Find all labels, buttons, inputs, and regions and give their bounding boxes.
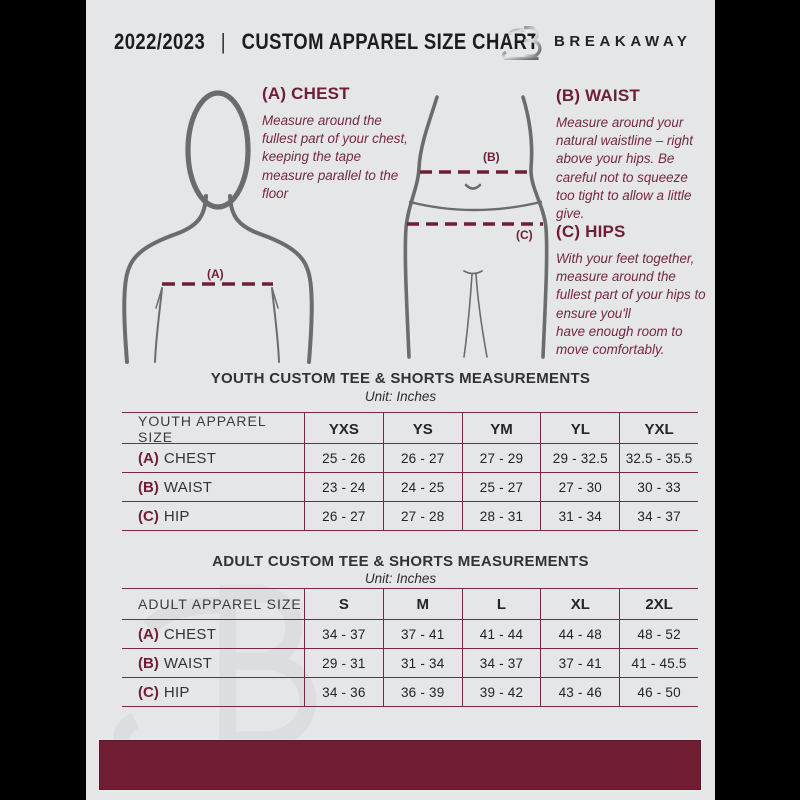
adult-section-title: ADULT CUSTOM TEE & SHORTS MEASUREMENTS — [212, 553, 589, 570]
table-cell: 46 - 50 — [637, 684, 681, 700]
table-cell: 25 - 27 — [479, 479, 524, 495]
table-cell: 31 - 34 — [558, 508, 602, 524]
table-cell: 27 - 28 — [400, 508, 445, 524]
youth-size-col-header: YOUTH APPAREL SIZE — [138, 413, 267, 445]
adult-unit-label: Unit: Inches — [364, 571, 437, 586]
adult-table-header-row: ADULT APPAREL SIZE S M L XL 2XL — [122, 588, 698, 620]
row-label: HIP — [163, 683, 190, 701]
row-label: WAIST — [163, 478, 213, 496]
youth-waist-row: (B) WAIST 23 - 24 24 - 25 25 - 27 27 - 30… — [122, 473, 698, 502]
youth-chest-row: (A) CHEST 25 - 26 26 - 27 27 - 29 29 - 32… — [122, 444, 698, 473]
table-cell: 32.5 - 35.5 — [625, 450, 693, 466]
title-year: 2022/2023 — [114, 29, 206, 54]
row-prefix: (A) — [138, 625, 159, 643]
table-cell: 34 - 36 — [322, 684, 366, 700]
title-text: CUSTOM APPAREL SIZE CHART — [241, 29, 539, 54]
table-cell: 41 - 45.5 — [631, 655, 687, 671]
table-cell: 26 - 27 — [322, 508, 366, 524]
chest-guide: (A) CHEST Measure around the fullest par… — [262, 84, 414, 203]
title-separator: | — [220, 29, 227, 54]
footer-accent-bar — [99, 740, 701, 790]
row-prefix: (A) — [138, 449, 159, 467]
adult-chest-row: (A) CHEST 34 - 37 37 - 41 41 - 44 44 - 48… — [122, 620, 698, 649]
row-label: CHEST — [163, 625, 217, 643]
table-cell: 41 - 44 — [479, 626, 524, 642]
table-cell: 44 - 48 — [558, 626, 602, 642]
row-label: CHEST — [163, 449, 217, 467]
table-cell: 30 - 33 — [637, 479, 681, 495]
youth-table-header-row: YOUTH APPAREL SIZE YXS YS YM YL YXL — [122, 412, 698, 445]
document-header: 2022/2023 | CUSTOM APPAREL SIZE CHART — [86, 20, 715, 66]
table-cell: 27 - 29 — [479, 450, 524, 466]
waist-heading: (B) WAIST — [556, 86, 640, 105]
waist-guide: (B) WAIST Measure around your natural wa… — [556, 86, 708, 223]
table-cell: 39 - 42 — [479, 684, 524, 700]
document-title: 2022/2023 | CUSTOM APPAREL SIZE CHART — [114, 29, 539, 55]
adult-size-col-header: ADULT APPAREL SIZE — [138, 596, 302, 612]
size-yxl: YXL — [644, 420, 674, 438]
size-chart-page: 2022/2023 | CUSTOM APPAREL SIZE CHART — [86, 0, 715, 800]
hips-description: With your feet together, measure around … — [556, 251, 706, 358]
adult-size-table: ADULT APPAREL SIZE S M L XL 2XL (A) CHEST… — [122, 588, 698, 707]
row-label: HIP — [163, 507, 190, 525]
table-cell: 37 - 41 — [558, 655, 602, 671]
size-ym: YM — [490, 420, 513, 438]
size-l: L — [496, 595, 507, 613]
table-cell: 43 - 46 — [558, 684, 602, 700]
size-yxs: YXS — [328, 420, 359, 438]
hips-heading: (C) HIPS — [556, 222, 626, 241]
row-prefix: (C) — [138, 507, 159, 525]
chest-marker-label: (A) — [207, 267, 224, 281]
table-cell: 23 - 24 — [322, 479, 366, 495]
adult-waist-row: (B) WAIST 29 - 31 31 - 34 34 - 37 37 - 41… — [122, 649, 698, 678]
table-cell: 28 - 31 — [479, 508, 524, 524]
size-m: M — [416, 595, 429, 613]
size-yl: YL — [570, 420, 590, 438]
table-cell: 29 - 31 — [322, 655, 366, 671]
adult-hip-row: (C) HIP 34 - 36 36 - 39 39 - 42 43 - 46 4… — [122, 678, 698, 707]
youth-size-table: YOUTH APPAREL SIZE YXS YS YM YL YXL (A) C… — [122, 412, 698, 531]
waist-description: Measure around your natural waistline – … — [556, 115, 693, 222]
table-cell: 48 - 52 — [637, 626, 681, 642]
hip-marker-label: (C) — [516, 228, 533, 242]
table-cell: 34 - 37 — [479, 655, 524, 671]
youth-unit-label: Unit: Inches — [364, 389, 437, 404]
waist-marker-label: (B) — [483, 150, 500, 164]
breakaway-b-logo-icon — [501, 25, 542, 61]
row-prefix: (B) — [138, 654, 159, 672]
row-prefix: (B) — [138, 478, 159, 496]
table-cell: 24 - 25 — [400, 479, 445, 495]
table-cell: 34 - 37 — [637, 508, 681, 524]
table-cell: 27 - 30 — [558, 479, 602, 495]
table-cell: 34 - 37 — [322, 626, 366, 642]
row-label: WAIST — [163, 654, 213, 672]
table-cell: 26 - 27 — [400, 450, 445, 466]
table-cell: 25 - 26 — [322, 450, 366, 466]
size-s: S — [338, 595, 349, 613]
size-ys: YS — [412, 420, 433, 438]
youth-hip-row: (C) HIP 26 - 27 27 - 28 28 - 31 31 - 34 3… — [122, 502, 698, 531]
table-cell: 29 - 32.5 — [552, 450, 608, 466]
table-cell: 36 - 39 — [400, 684, 445, 700]
chest-description: Measure around the fullest part of your … — [262, 113, 408, 201]
table-cell: 31 - 34 — [400, 655, 445, 671]
row-prefix: (C) — [138, 683, 159, 701]
size-xl: XL — [570, 595, 590, 613]
lower-body-figure: (B) (C) — [403, 95, 549, 359]
chest-heading: (A) CHEST — [262, 84, 350, 103]
youth-section-title: YOUTH CUSTOM TEE & SHORTS MEASUREMENTS — [210, 370, 591, 387]
table-cell: 37 - 41 — [400, 626, 445, 642]
hips-guide: (C) HIPS With your feet together, measur… — [556, 222, 714, 359]
brand-wordmark: BREAKAWAY — [554, 33, 692, 50]
size-2xl: 2XL — [645, 595, 673, 613]
